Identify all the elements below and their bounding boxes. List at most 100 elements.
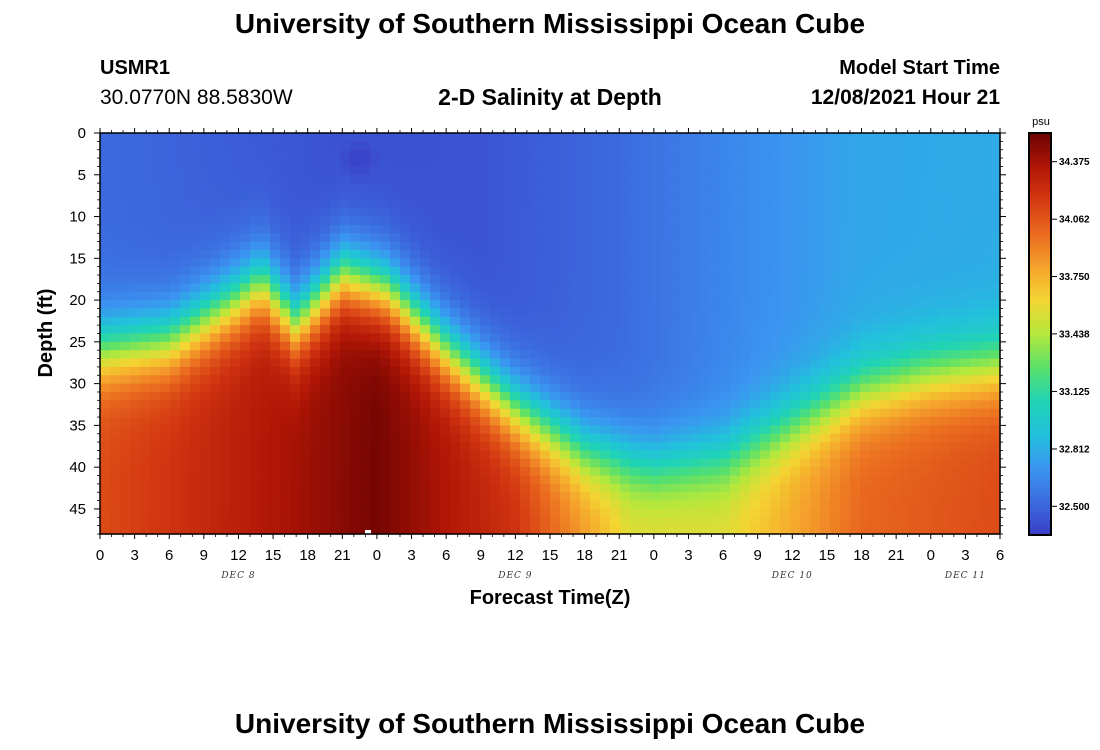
heatmap-cell (260, 358, 271, 368)
heatmap-cell (530, 158, 541, 168)
heatmap-cell (190, 166, 201, 176)
heatmap-cell (790, 391, 801, 401)
heatmap-cell (350, 417, 361, 426)
heatmap-cell (120, 442, 131, 452)
heatmap-cell (150, 325, 161, 335)
heatmap-cell (480, 508, 491, 518)
heatmap-cell (180, 366, 191, 376)
heatmap-cell (290, 391, 301, 401)
heatmap-cell (990, 133, 1001, 142)
heatmap-cell (220, 433, 231, 443)
heatmap-cell (210, 483, 221, 493)
heatmap-cell (660, 325, 671, 335)
heatmap-cell (280, 291, 291, 301)
heatmap-cell (410, 341, 421, 351)
heatmap-cell (430, 258, 441, 268)
heatmap-cell (850, 316, 861, 326)
heatmap-cell (540, 291, 551, 301)
heatmap-cell (100, 467, 111, 477)
heatmap-cell (830, 258, 841, 268)
heatmap-cell (240, 358, 251, 368)
heatmap-cell (770, 174, 781, 184)
heatmap-cell (650, 249, 661, 259)
heatmap-cell (620, 166, 631, 176)
heatmap-cell (850, 325, 861, 335)
x-tick-label: 6 (165, 547, 173, 564)
heatmap-cell (330, 450, 341, 460)
heatmap-cell (320, 291, 331, 301)
heatmap-cell (910, 467, 921, 477)
heatmap-cell (460, 249, 471, 259)
heatmap-cell (260, 133, 271, 142)
heatmap-cell (410, 308, 421, 318)
heatmap-cell (380, 467, 391, 477)
heatmap-cell (670, 467, 681, 477)
heatmap-cell (630, 458, 641, 468)
heatmap-cell (410, 500, 421, 510)
heatmap-cell (940, 333, 951, 343)
heatmap-cell (520, 325, 531, 335)
heatmap-cell (350, 425, 361, 435)
heatmap-cell (120, 508, 131, 518)
heatmap-cell (270, 141, 281, 151)
heatmap-cell (140, 417, 151, 426)
heatmap-cell (190, 333, 201, 343)
heatmap-cell (620, 433, 631, 443)
heatmap-cell (890, 508, 901, 518)
heatmap-cell (290, 183, 301, 193)
heatmap-cell (690, 400, 701, 410)
heatmap-cell (740, 442, 751, 452)
heatmap-cell (810, 442, 821, 452)
heatmap-cell (180, 508, 191, 518)
heatmap-cell (670, 149, 681, 159)
heatmap-cell (110, 442, 121, 452)
heatmap-cell (340, 275, 351, 284)
heatmap-cell (540, 208, 551, 218)
heatmap-cell (510, 275, 521, 284)
heatmap-cell (540, 191, 551, 201)
heatmap-cell (960, 224, 971, 234)
heatmap-cell (340, 149, 351, 159)
heatmap-cell (610, 458, 621, 468)
heatmap-cell (860, 258, 871, 268)
heatmap-cell (430, 333, 441, 343)
heatmap-cell (820, 492, 831, 502)
heatmap-cell (130, 249, 141, 259)
heatmap-cell (530, 458, 541, 468)
heatmap-cell (870, 366, 881, 376)
heatmap-cell (710, 375, 721, 385)
heatmap-cell (810, 241, 821, 251)
heatmap-cell (220, 517, 231, 527)
heatmap-cell (380, 458, 391, 468)
heatmap-cell (750, 450, 761, 460)
heatmap-cell (660, 417, 671, 426)
heatmap-cell (500, 458, 511, 468)
heatmap-cell (130, 241, 141, 251)
heatmap-cell (390, 366, 401, 376)
heatmap-cell (100, 166, 111, 176)
heatmap-cell (510, 333, 521, 343)
heatmap-cell (270, 224, 281, 234)
heatmap-cell (910, 391, 921, 401)
heatmap-cell (610, 517, 621, 527)
heatmap-cell (700, 525, 711, 535)
heatmap-cell (990, 442, 1001, 452)
heatmap-cell (970, 224, 981, 234)
heatmap-cell (860, 341, 871, 351)
heatmap-cell (580, 158, 591, 168)
heatmap-cell (820, 308, 831, 318)
heatmap-cell (880, 525, 891, 535)
heatmap-cell (430, 508, 441, 518)
heatmap-cell (320, 275, 331, 284)
heatmap-cell (590, 308, 601, 318)
heatmap-cell (200, 508, 211, 518)
heatmap-cell (700, 325, 711, 335)
heatmap-cell (920, 241, 931, 251)
heatmap-cell (990, 400, 1001, 410)
heatmap-cell (320, 233, 331, 243)
heatmap-cell (870, 174, 881, 184)
heatmap-cell (620, 325, 631, 335)
heatmap-cell (590, 300, 601, 310)
heatmap-cell (990, 208, 1001, 218)
heatmap-cell (230, 450, 241, 460)
